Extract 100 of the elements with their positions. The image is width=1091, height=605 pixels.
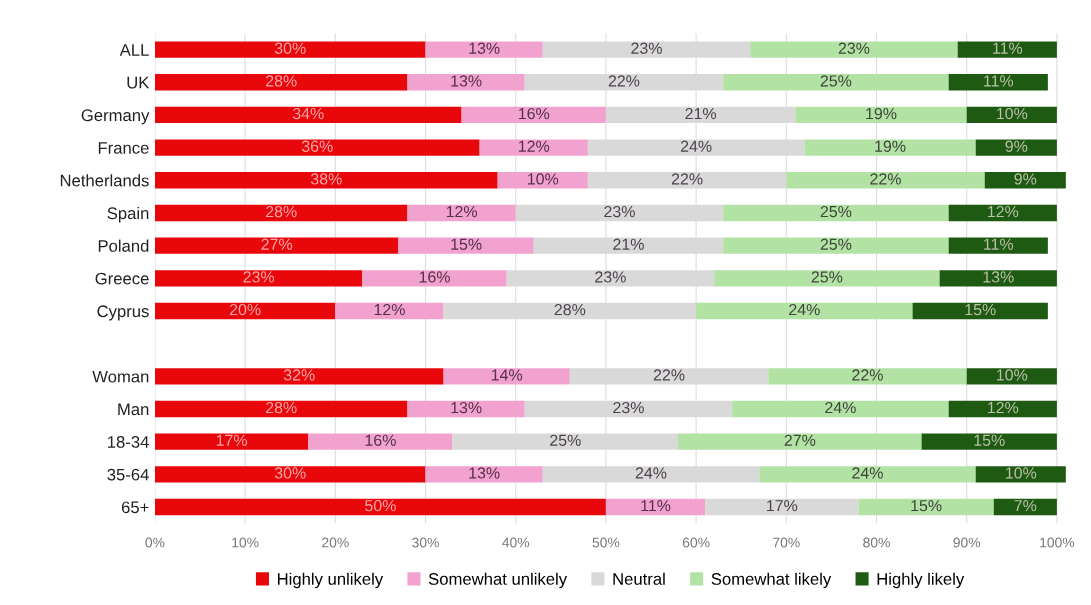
legend-label: Somewhat likely (711, 572, 832, 589)
y-tick-label: 65+ (121, 501, 149, 514)
data-label: 15% (974, 434, 1005, 446)
data-label: 17% (767, 500, 798, 512)
data-label: 25% (820, 75, 852, 87)
x-tick-label: 20% (322, 537, 349, 548)
bar (154, 106, 462, 124)
x-tick-label: 60% (682, 537, 710, 548)
bar (939, 270, 1057, 287)
x-tick-label: 100% (1040, 537, 1075, 548)
data-label: 28% (266, 205, 297, 218)
data-label: 32% (283, 369, 315, 381)
data-label: 24% (789, 303, 820, 316)
bar (154, 74, 408, 91)
data-label: 11% (984, 238, 1014, 250)
bar (948, 400, 1057, 418)
data-label: 16% (518, 107, 550, 120)
data-label: 25% (550, 434, 581, 446)
data-label: 24% (680, 140, 712, 152)
bar (407, 74, 525, 91)
bar (759, 466, 976, 483)
bar (948, 74, 1048, 91)
bar (921, 433, 1057, 450)
data-label: 24% (825, 401, 856, 414)
bar (497, 172, 588, 189)
bar (154, 270, 363, 287)
data-label: 9% (1005, 140, 1028, 152)
data-label: 19% (875, 140, 906, 152)
bar (696, 302, 913, 320)
bar (605, 498, 706, 516)
data-label: 12% (988, 401, 1019, 414)
bar (804, 139, 976, 156)
x-tick-label: 50% (592, 537, 620, 548)
bar (795, 106, 967, 124)
data-label: 13% (451, 75, 482, 87)
data-label: 34% (292, 107, 324, 120)
data-label: 21% (685, 107, 717, 120)
data-label: 25% (820, 238, 852, 250)
bar (407, 204, 516, 222)
data-label: 10% (1006, 467, 1037, 479)
data-label: 22% (671, 173, 703, 185)
data-label: 10% (997, 369, 1028, 381)
data-label: 22% (653, 369, 685, 381)
data-label: 23% (631, 42, 662, 54)
bar (425, 41, 543, 58)
data-label: 12% (374, 303, 405, 316)
legend-label: Highly unlikely (277, 572, 384, 589)
data-label: 38% (310, 173, 342, 185)
bar (308, 433, 453, 450)
bar (786, 172, 985, 189)
bar (975, 139, 1057, 156)
data-label: 20% (229, 303, 261, 316)
y-tick-label: 35-64 (107, 468, 149, 481)
data-label: 27% (784, 434, 816, 446)
data-label: 12% (988, 205, 1019, 218)
x-tick-label: 30% (412, 537, 439, 548)
data-label: 22% (852, 369, 883, 381)
data-label: 22% (870, 173, 901, 185)
data-label: 21% (613, 238, 644, 250)
bar (479, 139, 588, 156)
y-tick-label: Netherlands (60, 174, 149, 187)
y-tick-label: France (98, 142, 149, 154)
x-tick-label: 80% (863, 537, 890, 548)
data-label: 15% (965, 304, 996, 316)
data-label: 13% (469, 467, 500, 479)
data-label: 22% (608, 75, 640, 87)
x-tick-label: 90% (953, 537, 981, 548)
data-label: 13% (469, 42, 500, 54)
bar (858, 498, 994, 516)
data-label: 13% (983, 271, 1014, 283)
bar (966, 106, 1057, 124)
bar (154, 302, 336, 320)
data-label: 11% (993, 42, 1023, 54)
bar (154, 466, 426, 483)
data-label: 10% (528, 173, 559, 185)
bar (966, 368, 1057, 385)
bar (984, 172, 1066, 189)
data-label: 7% (1014, 500, 1037, 512)
data-label: 15% (451, 238, 482, 250)
data-label: 10% (997, 107, 1028, 120)
data-label: 13% (451, 401, 482, 414)
bar (993, 498, 1057, 516)
bar (154, 498, 606, 516)
data-label: 11% (984, 75, 1014, 87)
y-tick-label: UK (127, 76, 150, 89)
data-label: 12% (518, 140, 550, 152)
bar (750, 41, 958, 58)
y-tick-label: Greece (95, 272, 149, 285)
y-tick-label: Germany (81, 109, 150, 125)
y-tick-label: 18-34 (108, 436, 149, 448)
bar (443, 368, 570, 385)
y-tick-label: Spain (107, 206, 149, 223)
y-tick-label: Man (118, 403, 149, 416)
x-tick-label: 0% (145, 537, 165, 548)
bar (732, 400, 949, 418)
bar (154, 139, 480, 156)
data-label: 28% (266, 75, 297, 87)
data-label: 24% (852, 467, 883, 479)
y-tick-label: Poland (98, 239, 149, 252)
bar (335, 302, 444, 320)
